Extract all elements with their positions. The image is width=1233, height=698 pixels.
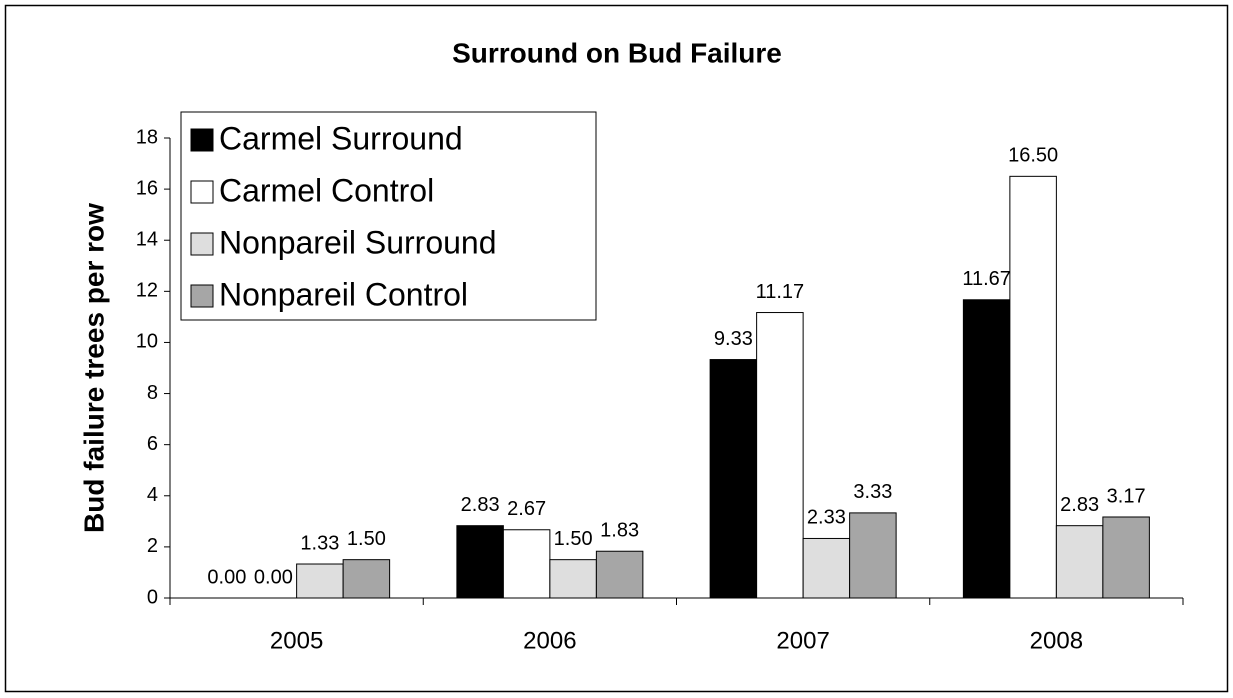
bar bbox=[1102, 516, 1150, 599]
value-label: 16.50 bbox=[1008, 145, 1058, 167]
y-tick-label: 4 bbox=[147, 484, 158, 506]
bar bbox=[849, 512, 897, 599]
y-tick-label: 6 bbox=[147, 433, 158, 455]
value-label: 2.67 bbox=[507, 498, 546, 520]
value-label: 3.33 bbox=[853, 481, 892, 503]
bar bbox=[1009, 175, 1057, 599]
bar bbox=[296, 563, 344, 599]
y-tick-label: 16 bbox=[136, 177, 158, 199]
value-label: 1.50 bbox=[554, 528, 593, 550]
y-tick-label: 10 bbox=[136, 331, 158, 353]
value-label: 0.00 bbox=[254, 566, 293, 588]
bar bbox=[549, 559, 597, 599]
x-tick-label: 2005 bbox=[270, 627, 323, 654]
legend-swatch bbox=[190, 284, 214, 308]
chart-title: Surround on Bud Failure bbox=[452, 37, 782, 68]
bar bbox=[756, 312, 804, 599]
y-tick-label: 8 bbox=[147, 382, 158, 404]
y-tick-label: 12 bbox=[136, 280, 158, 302]
x-tick-label: 2008 bbox=[1030, 627, 1083, 654]
legend-swatch bbox=[190, 180, 214, 204]
value-label: 2.83 bbox=[1060, 494, 1099, 516]
legend-label: Nonpareil Control bbox=[219, 276, 468, 312]
x-tick-label: 2007 bbox=[776, 627, 829, 654]
value-label: 0.00 bbox=[207, 566, 246, 588]
legend-label: Carmel Control bbox=[219, 172, 434, 208]
legend-box bbox=[180, 111, 597, 321]
bar bbox=[342, 559, 391, 599]
bar bbox=[1055, 525, 1104, 599]
bar bbox=[456, 525, 504, 599]
legend-label: Nonpareil Surround bbox=[219, 224, 497, 260]
value-label: 11.17 bbox=[756, 281, 805, 303]
value-label: 1.33 bbox=[300, 532, 339, 554]
y-axis-label: Bud failure trees per row bbox=[78, 203, 109, 533]
bar bbox=[595, 550, 644, 599]
y-tick-label: 2 bbox=[147, 535, 158, 557]
y-tick-label: 14 bbox=[136, 229, 158, 251]
legend-swatch bbox=[190, 232, 214, 256]
y-tick-label: 18 bbox=[136, 126, 158, 148]
value-label: 11.67 bbox=[962, 268, 1011, 290]
legend-swatch bbox=[190, 128, 214, 152]
bar bbox=[502, 529, 551, 599]
bar bbox=[709, 359, 758, 599]
value-label: 9.33 bbox=[714, 328, 753, 350]
legend-label: Carmel Surround bbox=[219, 120, 463, 156]
value-label: 1.83 bbox=[600, 520, 639, 542]
value-label: 2.33 bbox=[807, 507, 846, 529]
bar bbox=[962, 299, 1011, 599]
value-label: 3.17 bbox=[1107, 485, 1146, 507]
bar bbox=[802, 537, 851, 599]
x-tick-label: 2006 bbox=[523, 627, 576, 654]
value-label: 2.83 bbox=[461, 494, 500, 516]
value-label: 1.50 bbox=[347, 528, 386, 550]
y-tick-label: 0 bbox=[147, 586, 158, 608]
